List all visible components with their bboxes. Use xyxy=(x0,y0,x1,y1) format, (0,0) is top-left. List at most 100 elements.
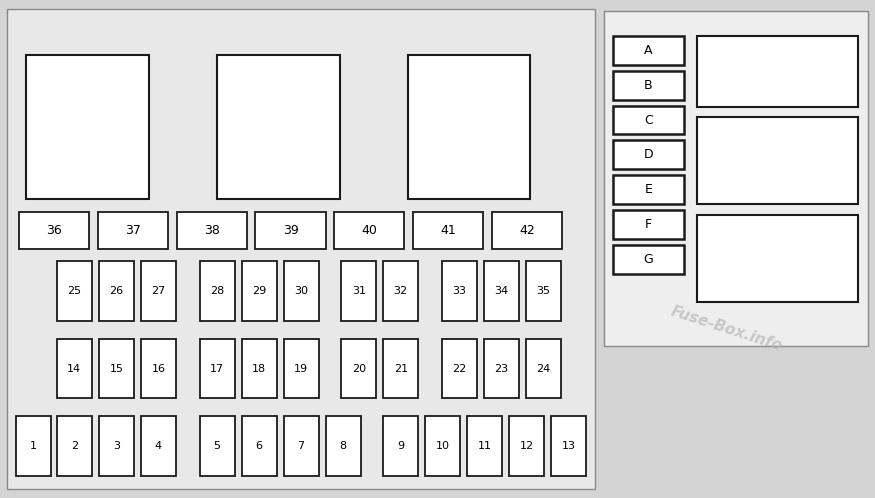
Text: G: G xyxy=(643,253,654,266)
Bar xyxy=(425,416,460,476)
Text: 24: 24 xyxy=(536,364,550,374)
Text: 25: 25 xyxy=(67,286,81,296)
Bar xyxy=(383,339,418,398)
Bar xyxy=(141,339,176,398)
Bar xyxy=(341,339,376,398)
Bar xyxy=(612,106,684,134)
Bar xyxy=(326,416,360,476)
Bar xyxy=(26,55,149,199)
Bar xyxy=(612,140,684,169)
Text: 17: 17 xyxy=(210,364,224,374)
Bar xyxy=(467,416,502,476)
Bar xyxy=(413,212,483,249)
Bar xyxy=(98,212,168,249)
Bar xyxy=(526,261,561,321)
Text: 41: 41 xyxy=(440,224,456,237)
Text: 42: 42 xyxy=(519,224,535,237)
Bar xyxy=(442,261,477,321)
Text: 39: 39 xyxy=(283,224,298,237)
Bar xyxy=(7,9,595,489)
Text: 22: 22 xyxy=(452,364,466,374)
Text: 12: 12 xyxy=(520,441,534,451)
Text: 3: 3 xyxy=(113,441,120,451)
Bar xyxy=(341,261,376,321)
Bar xyxy=(551,416,586,476)
Bar xyxy=(383,416,418,476)
Bar xyxy=(99,339,134,398)
Text: 19: 19 xyxy=(294,364,308,374)
Bar xyxy=(99,416,134,476)
Text: 40: 40 xyxy=(361,224,377,237)
Bar xyxy=(200,416,234,476)
Text: 6: 6 xyxy=(255,441,262,451)
Bar xyxy=(526,339,561,398)
Text: 20: 20 xyxy=(352,364,366,374)
Bar xyxy=(200,339,234,398)
Text: 1: 1 xyxy=(30,441,37,451)
Text: 18: 18 xyxy=(252,364,266,374)
Text: 2: 2 xyxy=(71,441,78,451)
Bar xyxy=(408,55,530,199)
Bar xyxy=(242,339,276,398)
Bar xyxy=(484,261,519,321)
Text: D: D xyxy=(644,148,653,161)
Text: 8: 8 xyxy=(340,441,346,451)
Text: 36: 36 xyxy=(46,224,62,237)
Text: Fuse-Box.info: Fuse-Box.info xyxy=(668,303,784,354)
Bar xyxy=(57,261,92,321)
Text: 14: 14 xyxy=(67,364,81,374)
Bar xyxy=(255,212,326,249)
Text: C: C xyxy=(644,114,653,126)
Bar xyxy=(284,416,318,476)
Bar xyxy=(57,416,92,476)
Text: 16: 16 xyxy=(151,364,165,374)
Bar xyxy=(492,212,562,249)
Bar xyxy=(19,212,89,249)
Text: 33: 33 xyxy=(452,286,466,296)
Text: 26: 26 xyxy=(109,286,123,296)
Text: 15: 15 xyxy=(109,364,123,374)
Bar xyxy=(16,416,51,476)
Text: 13: 13 xyxy=(562,441,576,451)
Bar xyxy=(612,210,684,239)
Bar xyxy=(484,339,519,398)
Text: B: B xyxy=(644,79,653,92)
Bar xyxy=(612,175,684,204)
Bar xyxy=(141,261,176,321)
Text: 4: 4 xyxy=(155,441,162,451)
Text: 37: 37 xyxy=(125,224,141,237)
Bar xyxy=(242,416,276,476)
Bar xyxy=(612,71,684,100)
Text: 5: 5 xyxy=(214,441,220,451)
Bar xyxy=(284,261,318,321)
Text: 32: 32 xyxy=(394,286,408,296)
Text: 23: 23 xyxy=(494,364,508,374)
Text: 31: 31 xyxy=(352,286,366,296)
Text: E: E xyxy=(644,183,653,196)
Text: 11: 11 xyxy=(478,441,492,451)
Bar xyxy=(442,339,477,398)
Text: 10: 10 xyxy=(436,441,450,451)
Text: F: F xyxy=(645,218,652,231)
Bar xyxy=(696,215,858,302)
Text: 7: 7 xyxy=(298,441,304,451)
Text: 38: 38 xyxy=(204,224,220,237)
Bar xyxy=(99,261,134,321)
Bar xyxy=(612,245,684,274)
Bar xyxy=(177,212,247,249)
Bar xyxy=(217,55,340,199)
Bar xyxy=(200,261,234,321)
Bar xyxy=(284,339,318,398)
Bar xyxy=(696,36,858,107)
Text: 34: 34 xyxy=(494,286,508,296)
Bar xyxy=(604,11,868,346)
Text: 29: 29 xyxy=(252,286,266,296)
Bar xyxy=(696,117,858,204)
Bar xyxy=(242,261,276,321)
Bar xyxy=(612,36,684,65)
Bar xyxy=(509,416,544,476)
Bar xyxy=(334,212,404,249)
Text: A: A xyxy=(644,44,653,57)
Bar xyxy=(141,416,176,476)
Bar xyxy=(383,261,418,321)
